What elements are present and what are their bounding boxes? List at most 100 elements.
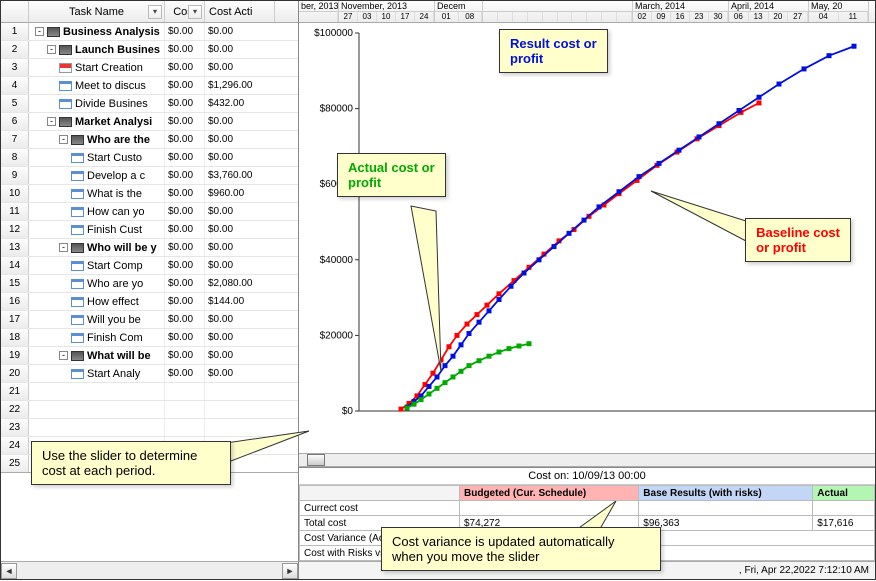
costact-cell: $0.00: [205, 257, 275, 274]
costact-cell: $0.00: [205, 41, 275, 58]
cost-cell: $0.00: [165, 221, 205, 238]
task-cell[interactable]: Will you be: [29, 311, 165, 328]
table-row[interactable]: 15Who are yo$0.00$2,080.00: [1, 275, 298, 293]
task-cell[interactable]: -Who will be y: [29, 239, 165, 256]
task-cell[interactable]: How effect: [29, 293, 165, 310]
callout-variance-text: Cost variance is updated automatically w…: [392, 534, 615, 564]
table-row[interactable]: 11How can yo$0.00$0.00: [1, 203, 298, 221]
th-actual: Actual: [813, 486, 875, 501]
col-costact-label: Cost Acti: [209, 6, 252, 18]
task-cell[interactable]: Develop a c: [29, 167, 165, 184]
row-number: 19: [1, 347, 29, 364]
col-costact[interactable]: Cost Acti: [205, 1, 275, 22]
expand-icon[interactable]: -: [47, 117, 56, 126]
table-row[interactable]: 20Start Analy$0.00$0.00: [1, 365, 298, 383]
expand-icon[interactable]: -: [59, 135, 68, 144]
scroll-left-icon[interactable]: ◄: [1, 563, 17, 579]
table-row[interactable]: 2-Launch Busines$0.00$0.00: [1, 41, 298, 59]
task-cell[interactable]: Start Comp: [29, 257, 165, 274]
table-row[interactable]: 10What is the$0.00$960.00: [1, 185, 298, 203]
table-row[interactable]: 12Finish Cust$0.00$0.00: [1, 221, 298, 239]
task-cell[interactable]: -Launch Busines: [29, 41, 165, 58]
callout-result: Result cost or profit: [499, 29, 608, 73]
table-row[interactable]: 6-Market Analysi$0.00$0.00: [1, 113, 298, 131]
table-row[interactable]: 13-Who will be y$0.00$0.00: [1, 239, 298, 257]
table-row[interactable]: 14Start Comp$0.00$0.00: [1, 257, 298, 275]
doc-icon: [71, 333, 84, 343]
task-cell[interactable]: Start Creation: [29, 59, 165, 76]
chevron-down-icon[interactable]: ▾: [188, 5, 202, 19]
callout-slider-text: Use the slider to determine cost at each…: [42, 448, 197, 478]
task-cell[interactable]: What is the: [29, 185, 165, 202]
task-cell[interactable]: Start Custo: [29, 149, 165, 166]
task-name: Divide Busines: [75, 98, 148, 110]
doc-icon: [71, 315, 84, 325]
row-number: 13: [1, 239, 29, 256]
callout-baseline-text: Baseline cost or profit: [756, 225, 840, 255]
row-number: 21: [1, 383, 29, 400]
costact-cell: $0.00: [205, 221, 275, 238]
costact-cell: $432.00: [205, 95, 275, 112]
slider-thumb[interactable]: [307, 454, 325, 466]
col-taskname-label: Task Name: [69, 6, 124, 18]
table-row[interactable]: 7-Who are the$0.00$0.00: [1, 131, 298, 149]
expand-icon[interactable]: -: [35, 27, 44, 36]
cost-cell: $0.00: [165, 95, 205, 112]
task-cell[interactable]: Finish Com: [29, 329, 165, 346]
row-number: 6: [1, 113, 29, 130]
folder-icon: [71, 351, 84, 361]
table-row[interactable]: 1-Business Analysis$0.00$0.00: [1, 23, 298, 41]
col-taskname[interactable]: Task Name ▾: [29, 1, 165, 22]
table-row[interactable]: 23: [1, 419, 298, 437]
scroll-right-icon[interactable]: ►: [282, 563, 298, 579]
row-number: 23: [1, 419, 29, 436]
task-name: Finish Com: [87, 332, 143, 344]
grid-header: Task Name ▾ Cost ▾ Cost Acti: [1, 1, 298, 23]
costact-cell: $0.00: [205, 365, 275, 382]
table-row[interactable]: 17Will you be$0.00$0.00: [1, 311, 298, 329]
task-cell[interactable]: -What will be: [29, 347, 165, 364]
task-cell[interactable]: How can yo: [29, 203, 165, 220]
costact-cell: $3,760.00: [205, 167, 275, 184]
cost-cell: $0.00: [165, 149, 205, 166]
th-base: Base Results (with risks): [639, 486, 813, 501]
row-number: 14: [1, 257, 29, 274]
table-row[interactable]: 3Start Creation$0.00$0.00: [1, 59, 298, 77]
task-cell[interactable]: -Market Analysi: [29, 113, 165, 130]
table-row[interactable]: 22: [1, 401, 298, 419]
task-cell[interactable]: Meet to discus: [29, 77, 165, 94]
grid-hscroll[interactable]: ◄ ►: [1, 561, 298, 579]
cost-slider[interactable]: [299, 453, 875, 467]
task-cell[interactable]: -Business Analysis: [29, 23, 165, 40]
task-cell[interactable]: Divide Busines: [29, 95, 165, 112]
table-row[interactable]: 21: [1, 383, 298, 401]
table-row[interactable]: 9Develop a c$0.00$3,760.00: [1, 167, 298, 185]
expand-icon[interactable]: -: [47, 45, 56, 54]
table-row[interactable]: 19-What will be$0.00$0.00: [1, 347, 298, 365]
expand-icon[interactable]: -: [59, 243, 68, 252]
table-row[interactable]: 16How effect$0.00$144.00: [1, 293, 298, 311]
task-cell[interactable]: -Who are the: [29, 131, 165, 148]
task-cell[interactable]: Finish Cust: [29, 221, 165, 238]
task-cell[interactable]: Start Analy: [29, 365, 165, 382]
svg-text:$80000: $80000: [320, 104, 354, 115]
cost-cell: $0.00: [165, 275, 205, 292]
table-row[interactable]: 18Finish Com$0.00$0.00: [1, 329, 298, 347]
row-number: 24: [1, 437, 29, 454]
task-name: Start Analy: [87, 368, 140, 380]
table-row[interactable]: 4Meet to discus$0.00$1,296.00: [1, 77, 298, 95]
task-name: Start Custo: [87, 152, 142, 164]
table-row[interactable]: 5Divide Busines$0.00$432.00: [1, 95, 298, 113]
right-panel: ber, 2013November, 20132703101724Decem01…: [299, 1, 875, 579]
th-budget: Budgeted (Cur. Schedule): [460, 486, 639, 501]
task-name: Meet to discus: [75, 80, 146, 92]
doc-icon: [71, 171, 84, 181]
task-name: How effect: [87, 296, 139, 308]
table-row[interactable]: 8Start Custo$0.00$0.00: [1, 149, 298, 167]
task-name: How can yo: [87, 206, 144, 218]
chevron-down-icon[interactable]: ▾: [148, 5, 162, 19]
folder-icon: [47, 27, 60, 37]
expand-icon[interactable]: -: [59, 351, 68, 360]
task-cell[interactable]: Who are yo: [29, 275, 165, 292]
col-cost[interactable]: Cost ▾: [165, 1, 205, 22]
